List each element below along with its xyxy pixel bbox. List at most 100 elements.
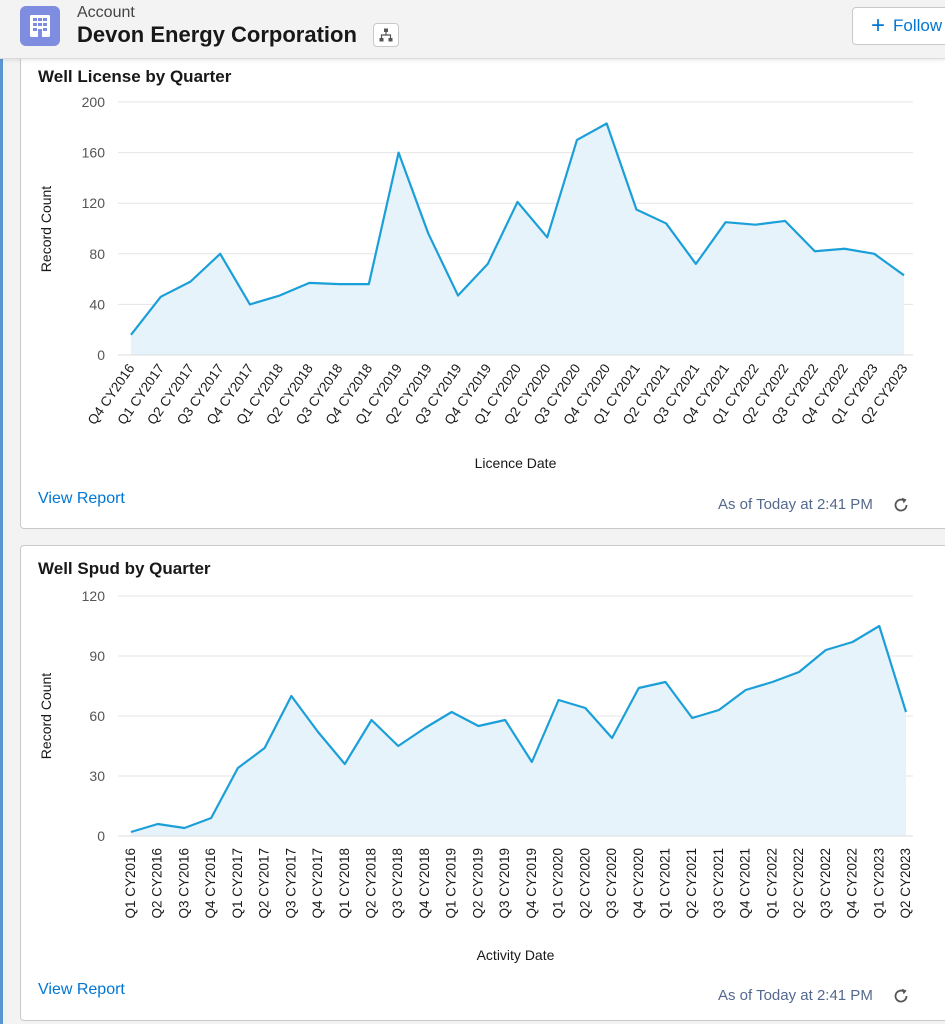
data-point[interactable] <box>395 743 401 749</box>
x-tick-label: Q3 CY2022 <box>818 848 833 919</box>
data-point[interactable] <box>315 729 321 735</box>
data-point[interactable] <box>336 281 342 287</box>
data-point[interactable] <box>158 294 164 300</box>
data-point[interactable] <box>903 709 909 715</box>
data-point[interactable] <box>455 293 461 299</box>
data-point[interactable] <box>366 281 372 287</box>
record-name: Devon Energy Corporation <box>77 22 357 47</box>
x-tick-label: Q4 CY2019 <box>524 848 539 919</box>
x-tick-label: Q3 CY2018 <box>390 848 405 919</box>
data-point[interactable] <box>288 693 294 699</box>
y-tick-label: 120 <box>82 195 106 211</box>
view-report-link[interactable]: View Report <box>38 490 125 507</box>
data-point[interactable] <box>723 219 729 225</box>
x-tick-label: Q4 CY2016 <box>203 848 218 919</box>
data-point[interactable] <box>604 121 610 127</box>
x-tick-label: Q1 CY2018 <box>337 848 352 919</box>
data-point[interactable] <box>277 293 283 299</box>
data-point[interactable] <box>515 199 521 205</box>
data-point[interactable] <box>247 301 253 307</box>
data-point[interactable] <box>782 218 788 224</box>
data-point[interactable] <box>396 150 402 156</box>
y-tick-label: 120 <box>82 588 106 604</box>
data-point[interactable] <box>823 647 829 653</box>
x-tick-label: Q1 CY2016 <box>123 848 138 919</box>
data-point[interactable] <box>693 261 699 267</box>
data-point[interactable] <box>796 669 802 675</box>
data-point[interactable] <box>306 280 312 286</box>
data-point[interactable] <box>208 815 214 821</box>
y-tick-label: 160 <box>82 145 106 161</box>
data-point[interactable] <box>544 234 550 240</box>
data-point[interactable] <box>502 717 508 723</box>
data-point[interactable] <box>262 745 268 751</box>
x-tick-label: Q3 CY2019 <box>497 848 512 919</box>
x-tick-label: Q4 CY2018 <box>417 848 432 919</box>
data-point[interactable] <box>769 679 775 685</box>
data-point[interactable] <box>582 705 588 711</box>
data-point[interactable] <box>689 715 695 721</box>
view-report-link[interactable]: View Report <box>38 981 125 998</box>
x-tick-label: Q2 CY2019 <box>470 848 485 919</box>
data-point[interactable] <box>449 709 455 715</box>
y-tick-label: 80 <box>89 246 105 262</box>
y-tick-label: 200 <box>82 94 106 110</box>
x-tick-label: Q2 CY2021 <box>684 848 699 919</box>
follow-label: Follow <box>893 16 943 35</box>
view-hierarchy-button[interactable] <box>373 23 399 47</box>
data-point[interactable] <box>743 687 749 693</box>
refresh-icon[interactable] <box>892 987 910 1005</box>
account-building-icon <box>20 6 60 46</box>
data-point[interactable] <box>663 220 669 226</box>
object-type-label: Account <box>77 4 135 21</box>
data-point[interactable] <box>842 246 848 252</box>
data-point[interactable] <box>850 639 856 645</box>
data-point[interactable] <box>425 231 431 237</box>
data-point[interactable] <box>633 207 639 213</box>
hierarchy-icon <box>379 28 393 42</box>
x-tick-label: Q3 CY2017 <box>283 848 298 919</box>
data-point[interactable] <box>752 222 758 228</box>
data-point[interactable] <box>609 735 615 741</box>
data-point[interactable] <box>128 829 134 835</box>
data-point[interactable] <box>901 272 907 278</box>
data-point[interactable] <box>812 248 818 254</box>
x-tick-label: Q4 CY2020 <box>631 848 646 919</box>
data-point[interactable] <box>716 707 722 713</box>
data-point[interactable] <box>529 759 535 765</box>
y-tick-label: 0 <box>97 828 105 844</box>
y-tick-label: 60 <box>89 708 105 724</box>
data-point[interactable] <box>475 723 481 729</box>
x-tick-label: Q2 CY2017 <box>257 848 272 919</box>
data-point[interactable] <box>422 725 428 731</box>
data-point[interactable] <box>574 137 580 143</box>
x-tick-label: Q3 CY2016 <box>176 848 191 919</box>
data-point[interactable] <box>217 251 223 257</box>
follow-button[interactable]: + Follow <box>852 7 945 45</box>
series-area <box>131 123 904 355</box>
x-tick-label: Q3 CY2020 <box>604 848 619 919</box>
x-tick-label: Q1 CY2022 <box>764 848 779 919</box>
data-point[interactable] <box>155 821 161 827</box>
data-point[interactable] <box>556 697 562 703</box>
series-line <box>130 624 908 834</box>
data-point[interactable] <box>342 761 348 767</box>
data-point[interactable] <box>128 332 134 338</box>
data-point[interactable] <box>181 825 187 831</box>
data-point[interactable] <box>876 623 882 629</box>
data-point[interactable] <box>636 685 642 691</box>
as-of-timestamp: As of Today at 2:41 PM <box>718 496 873 513</box>
data-point[interactable] <box>871 251 877 257</box>
x-tick-label: Q2 CY2018 <box>364 848 379 919</box>
x-tick-label: Q3 CY2021 <box>711 848 726 919</box>
data-point[interactable] <box>187 279 193 285</box>
refresh-icon[interactable] <box>892 496 910 514</box>
data-point[interactable] <box>369 717 375 723</box>
data-point[interactable] <box>662 679 668 685</box>
data-point[interactable] <box>235 765 241 771</box>
series-area <box>131 626 906 836</box>
data-point[interactable] <box>485 261 491 267</box>
x-tick-label: Q2 CY2023 <box>898 848 913 919</box>
series-line <box>130 122 905 336</box>
